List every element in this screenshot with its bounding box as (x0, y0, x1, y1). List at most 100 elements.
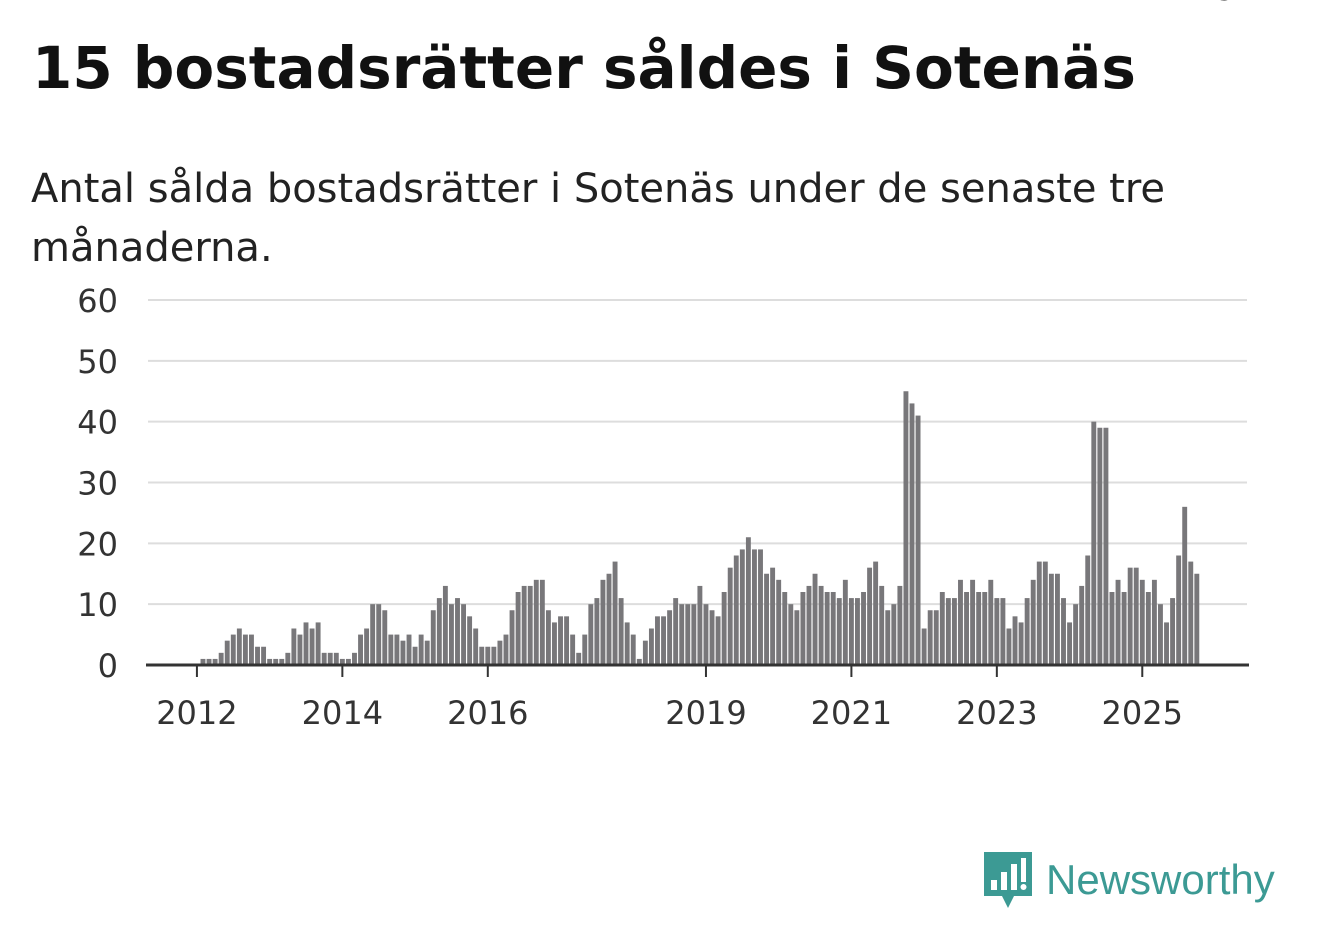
bar (521, 585, 527, 665)
bar (1103, 427, 1109, 665)
bar (994, 598, 1000, 665)
x-tick-label: 2014 (302, 694, 383, 732)
bar (873, 561, 879, 665)
bar (848, 598, 854, 665)
bar (503, 634, 509, 665)
y-tick-label: 40 (77, 404, 118, 442)
bar (242, 634, 248, 665)
bar (491, 646, 497, 665)
bar (442, 585, 448, 665)
bar (467, 616, 473, 665)
bar (1085, 555, 1091, 665)
bar (1018, 622, 1024, 665)
bar (879, 585, 885, 665)
bar (721, 592, 727, 665)
bar (1079, 585, 1085, 665)
bar (770, 567, 776, 665)
bar (951, 598, 957, 665)
bar (321, 652, 327, 665)
bar (1042, 561, 1048, 665)
bar (758, 549, 763, 665)
bar (1139, 579, 1145, 665)
bar (327, 652, 333, 665)
x-tick-label: 2012 (156, 694, 237, 732)
bar (782, 592, 788, 665)
bar (1170, 598, 1176, 665)
bar (915, 415, 921, 665)
highlight-value-label: 15 (1197, 0, 1235, 8)
bar (867, 567, 873, 665)
bar (497, 640, 503, 665)
bar (455, 598, 460, 665)
bar (630, 634, 636, 665)
bar (824, 592, 830, 665)
bar (612, 561, 618, 665)
bar (642, 640, 648, 665)
bar (964, 592, 969, 665)
bar (218, 652, 224, 665)
bar (855, 598, 860, 665)
bar (376, 604, 382, 665)
bar (982, 592, 988, 665)
bar (794, 610, 800, 665)
bar (970, 579, 976, 665)
bar (933, 610, 939, 665)
y-tick-label: 10 (77, 586, 118, 624)
bar (776, 579, 782, 665)
bar (358, 634, 363, 665)
bar (224, 640, 230, 665)
bar (436, 598, 442, 665)
bar (745, 537, 751, 665)
bar (545, 610, 551, 665)
bars (200, 391, 1200, 665)
brand-name: Newsworthy (1046, 856, 1275, 903)
y-axis-ticks: 0 10 20 30 40 50 60 (77, 282, 118, 685)
bar (527, 585, 533, 665)
bar (1036, 561, 1042, 665)
bar (261, 646, 267, 665)
bar (200, 658, 206, 665)
bar (588, 604, 594, 665)
bar (558, 616, 563, 665)
bar (733, 555, 739, 665)
y-tick-label: 60 (77, 282, 118, 320)
bar (382, 610, 388, 665)
bar (624, 622, 630, 665)
bar (515, 592, 521, 665)
newsworthy-logo[interactable]: Newsworthy (980, 850, 1275, 910)
newsworthy-icon (984, 852, 1032, 908)
bar (1091, 421, 1097, 665)
bar (679, 604, 685, 665)
bar (249, 634, 254, 665)
bar (479, 646, 485, 665)
chart-title: 15 bostadsrätter såldes i Sotenäs (32, 34, 1136, 102)
bar (570, 634, 576, 665)
x-tick-label: 2021 (811, 694, 892, 732)
bar (988, 579, 994, 665)
bar (1133, 567, 1139, 665)
x-tick-label: 2016 (447, 694, 528, 732)
bar (1061, 598, 1066, 665)
y-tick-label: 30 (77, 465, 118, 503)
x-axis: 2012 2014 2016 2019 2021 2023 2025 (146, 663, 1249, 732)
annotation-halo (1193, 0, 1233, 28)
bar (1127, 567, 1133, 665)
bar (945, 598, 951, 665)
bar (618, 598, 624, 665)
bar (394, 634, 400, 665)
bar (345, 658, 351, 665)
bar (703, 604, 709, 665)
bar (921, 628, 927, 665)
bar (1012, 616, 1018, 665)
bar (727, 567, 733, 665)
bar (333, 652, 339, 665)
bar (430, 610, 436, 665)
bar (673, 598, 679, 665)
bar (739, 549, 745, 665)
bar (1176, 555, 1182, 665)
bar (309, 628, 315, 665)
bar (1006, 628, 1012, 665)
y-tick-label: 50 (77, 343, 118, 381)
bar (236, 628, 242, 665)
